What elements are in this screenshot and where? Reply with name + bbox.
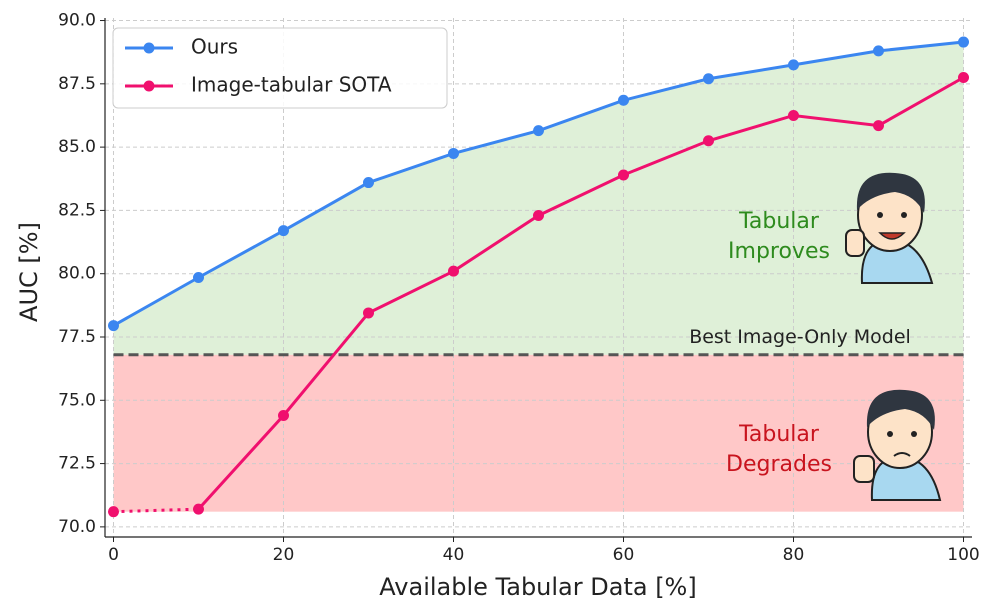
marker bbox=[703, 135, 714, 147]
x-tick-label: 80 bbox=[783, 545, 805, 565]
y-tick-label: 90.0 bbox=[58, 11, 96, 31]
x-tick-label: 0 bbox=[108, 545, 119, 565]
x-tick-label: 40 bbox=[443, 545, 465, 565]
marker bbox=[958, 36, 969, 48]
legend-marker bbox=[143, 42, 155, 54]
marker bbox=[448, 265, 459, 277]
marker bbox=[193, 503, 204, 515]
y-tick-label: 80.0 bbox=[58, 264, 96, 284]
series-line bbox=[197, 76, 965, 511]
marker bbox=[193, 272, 204, 283]
x-tick-label: 100 bbox=[947, 545, 979, 565]
annotation: Tabular bbox=[738, 422, 820, 447]
marker bbox=[448, 147, 459, 159]
legend-marker bbox=[143, 80, 155, 92]
degrade-region bbox=[113, 354, 964, 512]
x-axis-label: Available Tabular Data [%] bbox=[379, 573, 696, 601]
marker bbox=[788, 59, 799, 71]
marker bbox=[703, 73, 714, 85]
legend: Ours Image-tabular SOTA bbox=[112, 27, 448, 109]
marker bbox=[363, 177, 374, 189]
legend-label: Image-tabular SOTA bbox=[191, 73, 392, 97]
y-tick-label: 75.0 bbox=[58, 390, 96, 410]
annotation: Tabular bbox=[738, 209, 820, 234]
legend-label: Ours bbox=[191, 35, 238, 59]
y-tick-label: 82.5 bbox=[58, 200, 96, 220]
y-axis-label: AUC [%] bbox=[15, 222, 43, 322]
legend-box bbox=[112, 27, 448, 109]
y-tick-label: 77.5 bbox=[58, 327, 96, 347]
regions bbox=[113, 42, 964, 512]
marker bbox=[873, 120, 884, 132]
annotation: Improves bbox=[728, 239, 830, 264]
faces bbox=[845, 172, 942, 501]
marker bbox=[873, 45, 884, 57]
marker bbox=[958, 71, 969, 83]
marker bbox=[108, 320, 119, 332]
marker bbox=[533, 209, 544, 221]
marker bbox=[788, 109, 799, 121]
series-line bbox=[113, 507, 199, 514]
y-tick-label: 72.5 bbox=[58, 454, 96, 474]
y-tick-label: 85.0 bbox=[58, 137, 96, 157]
marker bbox=[278, 409, 289, 421]
y-tick-label: 87.5 bbox=[58, 74, 96, 94]
marker bbox=[618, 94, 629, 106]
marker bbox=[618, 169, 629, 181]
marker bbox=[533, 125, 544, 137]
marker bbox=[278, 225, 289, 237]
y-tick-label: 70.0 bbox=[58, 517, 96, 537]
happy-face bbox=[845, 172, 934, 284]
sad-face bbox=[853, 389, 942, 501]
x-tick-label: 20 bbox=[273, 545, 295, 565]
x-tick-label: 60 bbox=[613, 545, 635, 565]
annotation: Degrades bbox=[726, 452, 832, 477]
improve-region bbox=[113, 42, 964, 355]
baseline-label: Best Image-Only Model bbox=[689, 326, 911, 348]
marker bbox=[108, 506, 119, 518]
plot: Best Image-Only Model Tabular Improves Tabu… bbox=[108, 36, 969, 518]
marker bbox=[363, 307, 374, 319]
